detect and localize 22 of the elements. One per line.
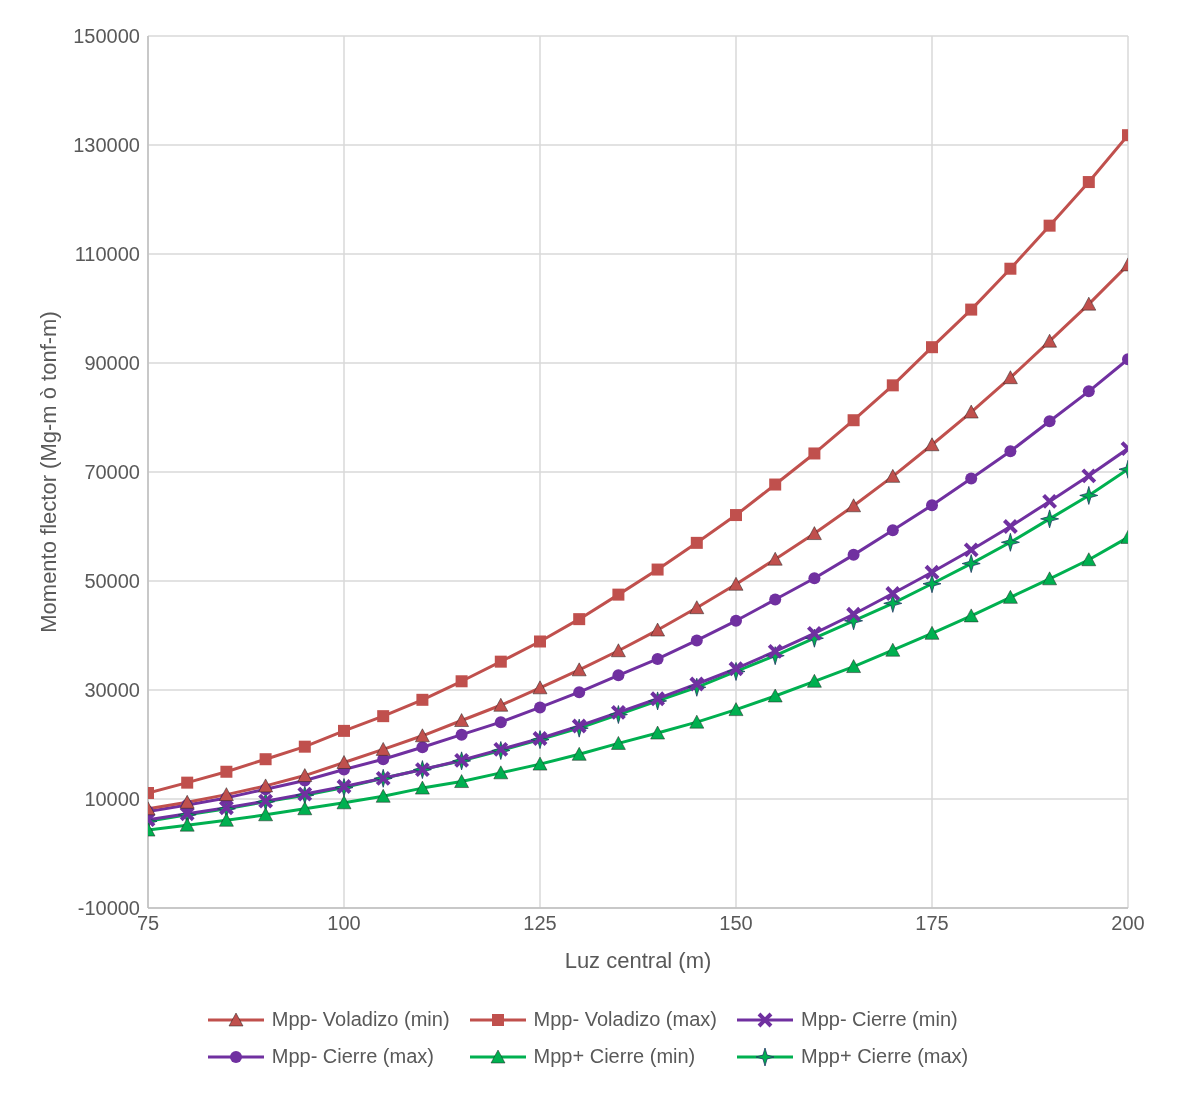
- x-tick-label: 100: [327, 912, 361, 935]
- legend-label: Mpp+ Cierre (max): [800, 1045, 969, 1068]
- x-tick-label: 175: [915, 912, 949, 935]
- legend-label: Mpp- Cierre (min): [800, 1008, 958, 1031]
- legend-label: Mpp- Voladizo (max): [533, 1008, 717, 1031]
- y-tick-label: 70000: [84, 461, 140, 484]
- y-tick-label: 110000: [74, 243, 140, 266]
- x-axis-title: Luz central (m): [564, 948, 712, 973]
- legend-label: Mpp- Voladizo (min): [271, 1008, 450, 1031]
- x-tick-label: 125: [523, 912, 557, 935]
- x-tick-label: 200: [1111, 912, 1145, 935]
- y-tick-label: 130000: [73, 134, 140, 157]
- y-tick-label: 150000: [73, 25, 140, 48]
- y-axis-title: Momento flector (Mg-m ò tonf-m): [35, 311, 61, 633]
- x-tick-label: 150: [719, 912, 753, 935]
- y-tick-label: -10000: [77, 897, 140, 920]
- legend-label: Mpp+ Cierre (min): [533, 1045, 696, 1068]
- y-tick-label: 10000: [84, 788, 140, 811]
- y-tick-label: 30000: [84, 679, 140, 702]
- y-tick-label: 90000: [84, 352, 140, 375]
- y-tick-label: 50000: [84, 570, 140, 593]
- legend-label: Mpp- Cierre (max): [271, 1045, 434, 1068]
